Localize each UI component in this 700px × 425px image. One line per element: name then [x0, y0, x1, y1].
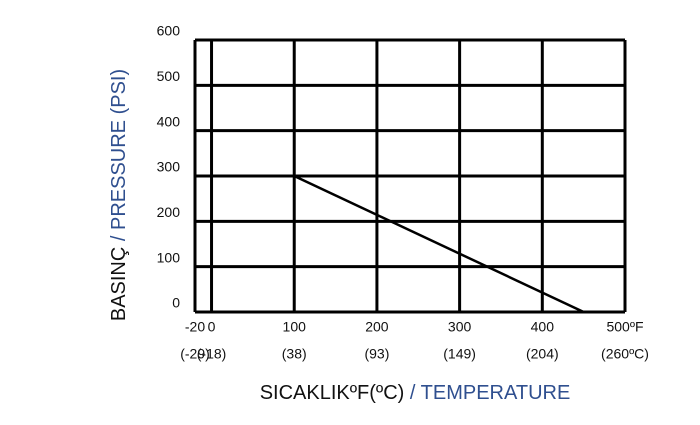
y-axis-label-part: / PRESSURE (PSI) — [108, 69, 130, 247]
y-tick-label: 300 — [157, 159, 181, 175]
x-tick-label: -20 — [185, 319, 205, 335]
x-axis-label-part: / TEMPERATURE — [404, 382, 570, 404]
y-tick-label: 0 — [172, 295, 180, 311]
data-line — [293, 174, 585, 314]
x-tick-label-celsius: (204) — [526, 346, 559, 362]
y-axis-label: BASINÇ / PRESSURE (PSI) — [108, 69, 130, 321]
x-axis-label: SICAKLIKºF(ºC) / TEMPERATURE — [260, 382, 571, 404]
y-tick-label: 500 — [157, 68, 181, 84]
x-axis-label-part: SICAKLIKºF(ºC) — [260, 382, 405, 404]
x-tick-label-celsius: (38) — [282, 346, 307, 362]
x-tick-label-celsius: (-29) — [180, 346, 210, 362]
x-tick-label-celsius: (260ºC) — [601, 346, 649, 362]
y-tick-label: 600 — [157, 23, 181, 39]
x-tick-label: 500ºF — [606, 319, 643, 335]
x-tick-label-celsius: (-18) — [197, 346, 227, 362]
x-tick-label: 300 — [448, 319, 472, 335]
x-tick-label: 100 — [283, 319, 307, 335]
y-axis-label-part: BASINÇ — [108, 247, 130, 321]
x-tick-label-celsius: (149) — [443, 346, 476, 362]
x-tick-label: 0 — [208, 319, 216, 335]
y-tick-label: 100 — [157, 249, 181, 265]
x-tick-label-celsius: (93) — [364, 346, 389, 362]
x-tick-label: 400 — [531, 319, 555, 335]
y-tick-label: 400 — [157, 113, 181, 129]
y-tick-label: 200 — [157, 204, 181, 220]
x-tick-label: 200 — [365, 319, 389, 335]
